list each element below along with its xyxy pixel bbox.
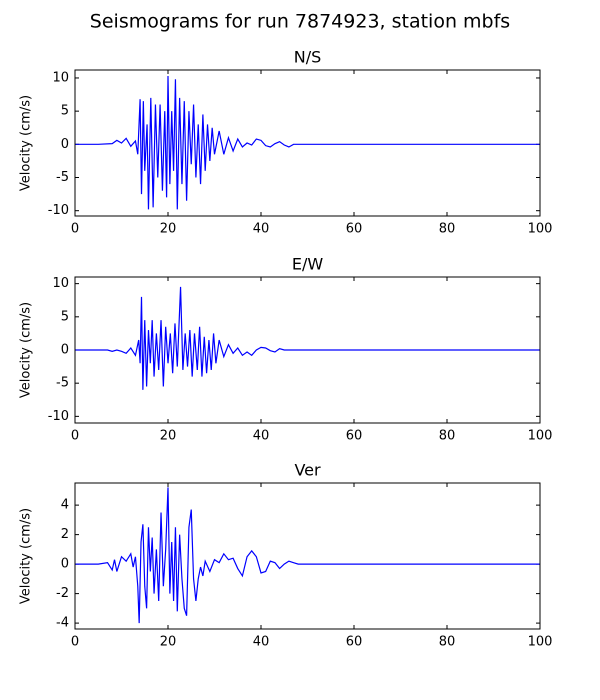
y-tick-label: 2 (61, 527, 69, 542)
y-tick-label: -10 (48, 203, 69, 218)
seismogram-line (75, 286, 540, 390)
x-tick-label: 20 (160, 222, 177, 237)
axes-frame (74, 482, 541, 630)
y-tick-label: -5 (56, 170, 69, 185)
x-tick-label: 60 (346, 222, 363, 237)
subplot-title: Ver (294, 461, 321, 480)
y-tick-label: -5 (56, 376, 69, 391)
x-tick-label: 100 (528, 429, 553, 444)
y-axis-label: Velocity (cm/s) (19, 302, 34, 398)
x-tick-label: 80 (439, 429, 456, 444)
axes-frame (74, 69, 541, 217)
y-tick-label: -4 (56, 616, 69, 631)
y-tick-label: 0 (61, 137, 69, 152)
seismogram-line (75, 75, 540, 210)
subplot-title: N/S (294, 48, 322, 67)
figure-title: Seismograms for run 7874923, station mbf… (90, 11, 510, 33)
y-tick-label: 10 (52, 70, 69, 85)
x-tick-label: 80 (439, 222, 456, 237)
y-tick-label: -2 (56, 586, 69, 601)
x-tick-label: 80 (439, 635, 456, 650)
x-tick-label: 0 (71, 222, 79, 237)
y-tick-label: 5 (61, 104, 69, 119)
x-tick-label: 40 (253, 635, 270, 650)
subplot-title: E/W (292, 255, 324, 274)
x-tick-label: 20 (160, 429, 177, 444)
y-tick-label: 0 (61, 343, 69, 358)
y-axis-label: Velocity (cm/s) (19, 508, 34, 604)
y-tick-label: 0 (61, 557, 69, 572)
y-tick-label: 4 (61, 498, 69, 513)
y-axis-label: Velocity (cm/s) (19, 95, 34, 191)
x-tick-label: 100 (528, 222, 553, 237)
x-tick-label: 40 (253, 429, 270, 444)
y-tick-label: 5 (61, 309, 69, 324)
x-tick-label: 0 (71, 635, 79, 650)
x-tick-label: 100 (528, 635, 553, 650)
x-tick-label: 40 (253, 222, 270, 237)
y-tick-label: -10 (48, 409, 69, 424)
x-tick-label: 20 (160, 635, 177, 650)
x-tick-label: 60 (346, 429, 363, 444)
seismogram-line (75, 487, 540, 624)
y-tick-label: 10 (52, 276, 69, 291)
axes-frame (74, 276, 541, 424)
x-tick-label: 0 (71, 429, 79, 444)
x-tick-label: 60 (346, 635, 363, 650)
